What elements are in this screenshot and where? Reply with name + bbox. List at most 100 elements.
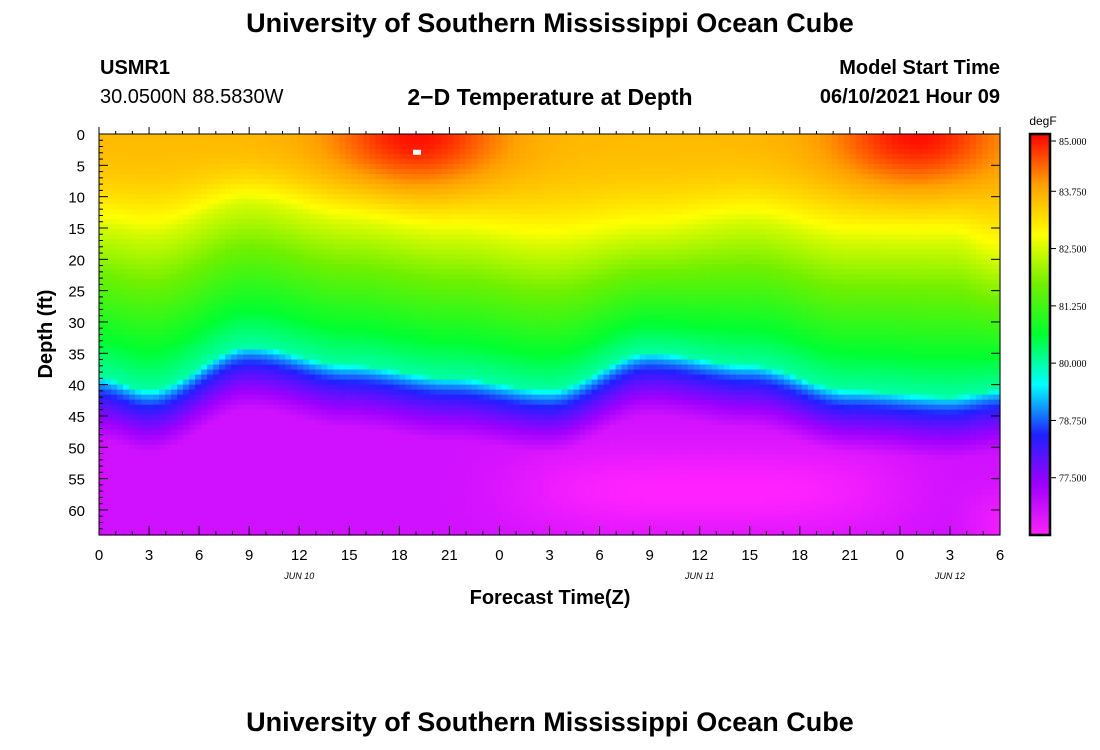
- heatmap-cell: [171, 194, 178, 200]
- heatmap-cell: [873, 134, 881, 140]
- heatmap-cell: [879, 159, 887, 165]
- heatmap-cell: [195, 239, 202, 245]
- heatmap-cell: [939, 234, 947, 240]
- heatmap-cell: [171, 199, 178, 205]
- heatmap-cell: [141, 139, 148, 145]
- heatmap-cell: [873, 194, 881, 200]
- heatmap-cell: [489, 269, 497, 275]
- heatmap-cell: [513, 214, 521, 220]
- heatmap-cell: [843, 239, 851, 245]
- heatmap-cell: [159, 299, 166, 306]
- heatmap-cell: [147, 154, 154, 160]
- heatmap-cell: [957, 269, 965, 275]
- heatmap-cell: [921, 144, 929, 150]
- heatmap-cell: [243, 279, 250, 285]
- heatmap-cell: [531, 184, 539, 190]
- heatmap-cell: [981, 159, 989, 165]
- heatmap-cell: [927, 174, 935, 180]
- heatmap-cell: [381, 144, 388, 150]
- heatmap-cell: [129, 184, 136, 190]
- heatmap-cell: [387, 294, 394, 301]
- heatmap-cell: [573, 294, 581, 301]
- heatmap-cell: [855, 154, 863, 160]
- heatmap-cell: [603, 139, 611, 145]
- heatmap-cell: [249, 204, 256, 210]
- heatmap-cell: [621, 249, 629, 255]
- heatmap-cell: [381, 234, 388, 240]
- heatmap-cell: [279, 244, 286, 250]
- heatmap-cell: [915, 244, 923, 250]
- heatmap-cell: [123, 214, 130, 220]
- heatmap-cell: [189, 244, 196, 250]
- heatmap-cell: [327, 214, 334, 220]
- heatmap-cell: [681, 199, 689, 205]
- heatmap-cell: [429, 244, 436, 250]
- heatmap-cell: [525, 234, 533, 240]
- heatmap-cell: [723, 139, 731, 145]
- heatmap-cell: [837, 259, 845, 265]
- heatmap-cell: [531, 269, 539, 275]
- heatmap-cell: [447, 259, 454, 265]
- heatmap-cell: [267, 209, 274, 215]
- heatmap-cell: [963, 209, 971, 215]
- heatmap-cell: [645, 214, 653, 220]
- heatmap-cell: [657, 139, 665, 145]
- heatmap-cell: [639, 149, 647, 155]
- heatmap-cell: [117, 179, 124, 185]
- heatmap-cell: [807, 264, 815, 270]
- heatmap-cell: [153, 194, 160, 200]
- heatmap-cell: [381, 264, 388, 270]
- heatmap-cell: [267, 189, 274, 195]
- heatmap-cell: [627, 199, 635, 205]
- heatmap-cell: [231, 139, 238, 145]
- heatmap-cell: [591, 194, 599, 200]
- heatmap-cell: [285, 269, 292, 275]
- heatmap-cell: [303, 279, 310, 285]
- heatmap-cell: [255, 299, 262, 306]
- heatmap-cell: [261, 199, 268, 205]
- heatmap-cell: [615, 249, 623, 255]
- heatmap-cell: [909, 244, 917, 250]
- heatmap-cell: [201, 184, 208, 190]
- heatmap-cell: [393, 279, 400, 285]
- heatmap-cell: [375, 249, 382, 255]
- heatmap-cell: [819, 204, 827, 210]
- heatmap-cell: [357, 259, 364, 265]
- heatmap-cell: [849, 264, 857, 270]
- heatmap-cell: [633, 244, 641, 250]
- heatmap-cell: [903, 214, 911, 220]
- heatmap-cell: [129, 179, 136, 185]
- heatmap-cell: [399, 249, 406, 255]
- heatmap-cell: [471, 269, 479, 275]
- heatmap-cell: [975, 269, 983, 275]
- heatmap-cell: [129, 164, 136, 170]
- heatmap-cell: [987, 214, 995, 220]
- heatmap-cell: [873, 279, 881, 285]
- heatmap-cell: [159, 229, 166, 235]
- heatmap-cell: [843, 249, 851, 255]
- heatmap-cell: [939, 149, 947, 155]
- heatmap-cell: [411, 294, 418, 301]
- heatmap-cell: [981, 274, 989, 280]
- heatmap-cell: [501, 179, 509, 185]
- heatmap-cell: [609, 244, 617, 250]
- heatmap-cell: [801, 174, 809, 180]
- heatmap-cell: [867, 289, 875, 295]
- heatmap-cell: [897, 134, 905, 140]
- heatmap-cell: [735, 294, 743, 301]
- heatmap-cell: [333, 214, 340, 220]
- heatmap-cell: [591, 264, 599, 270]
- heatmap-cell: [867, 149, 875, 155]
- heatmap-cell: [591, 199, 599, 205]
- heatmap-cell: [747, 274, 755, 280]
- heatmap-cell: [135, 219, 142, 225]
- heatmap-cell: [879, 139, 887, 145]
- heatmap-cell: [411, 209, 418, 215]
- heatmap-cell: [945, 154, 953, 160]
- heatmap-cell: [867, 259, 875, 265]
- heatmap-cell: [681, 219, 689, 225]
- heatmap-cell: [927, 139, 935, 145]
- heatmap-cell: [525, 164, 533, 170]
- heatmap-cell: [495, 229, 503, 235]
- heatmap-cell: [243, 159, 250, 165]
